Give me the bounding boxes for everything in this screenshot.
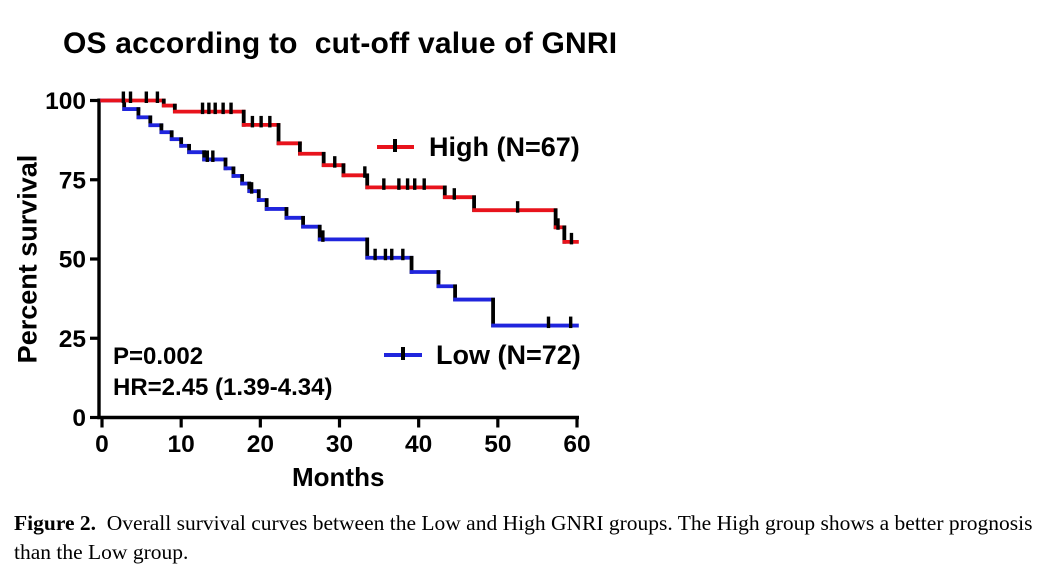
x-tick-label: 50: [484, 431, 511, 458]
legend-censor-tick-high: [393, 139, 397, 152]
x-tick-label: 10: [168, 431, 195, 458]
figure-caption-label: Figure 2.: [14, 511, 97, 535]
y-tick-label: 25: [59, 326, 86, 353]
y-tick-label: 50: [59, 247, 86, 274]
x-axis-label: Months: [292, 462, 385, 492]
p-value-annotation: P=0.002: [113, 343, 204, 370]
x-tick-label: 40: [405, 431, 432, 458]
x-tick-label: 0: [95, 431, 109, 458]
legend-label-low: Low (N=72): [436, 340, 581, 370]
y-tick-label: 100: [45, 88, 86, 115]
figure-caption: Figure 2. Overall survival curves betwee…: [14, 509, 1036, 567]
x-tick-label: 20: [247, 431, 274, 458]
chart-title: OS according to cut-off value of GNRI: [63, 27, 618, 60]
y-tick-label: 75: [59, 167, 86, 194]
x-tick-label: 60: [563, 431, 590, 458]
x-tick-label: 30: [326, 431, 353, 458]
y-tick-label: 0: [72, 405, 86, 432]
hazard-ratio-annotation: HR=2.45 (1.39-4.34): [113, 374, 333, 401]
legend-censor-tick-low: [401, 347, 405, 360]
figure-caption-text: Overall survival curves between the Low …: [14, 511, 1033, 564]
survival-chart: 100 75 50 25 00 10 20 30 40 50 60: [45, 88, 591, 458]
legend-label-high: High (N=67): [429, 132, 580, 162]
